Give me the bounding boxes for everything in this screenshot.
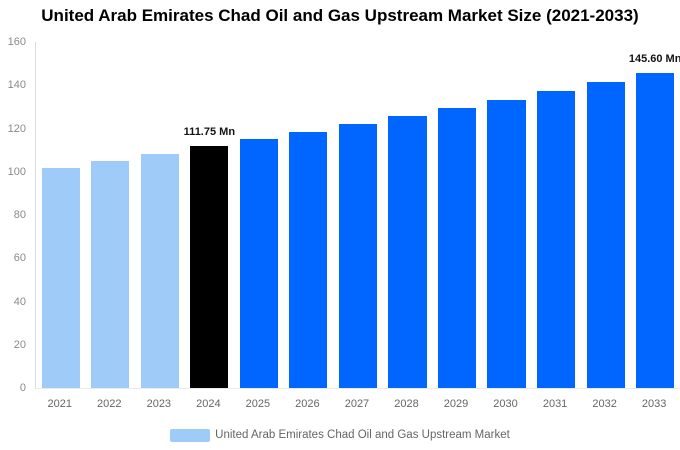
bar-group-2028 [383,42,433,388]
y-tick-120: 120 [7,122,26,135]
x-tick-2033: 2033 [641,398,667,410]
y-tick-140: 140 [7,79,26,92]
bar-2026[interactable] [289,131,328,388]
x-axis: 2021 2022 2023 2024 2025 2026 2027 2028 2029 2030… [35,398,679,414]
x-tick-2027: 2027 [344,398,370,410]
y-tick-0: 0 [19,382,26,394]
bar-2021[interactable] [41,167,80,388]
chart-title: United Arab Emirates Chad Oil and Gas Up… [41,6,639,25]
bar-2033[interactable] [636,73,675,388]
bar-value-label-2033: 145.60 Mn [628,53,680,66]
x-tick-2024: 2024 [196,398,221,410]
bar-group-2023 [135,42,185,388]
bar-group-2031 [531,42,581,388]
y-tick-160: 160 [7,36,26,48]
bar-group-2033: 145.60 Mn [628,42,680,388]
x-tick-2025: 2025 [245,398,271,410]
legend-swatch-icon [170,428,211,442]
bar-2030[interactable] [487,99,526,388]
bar-group-2026 [284,42,334,388]
bar-2031[interactable] [537,90,576,388]
bar-group-2024: 111.75 Mn [183,42,236,388]
bar-2025[interactable] [239,139,278,388]
bar-value-label-2024: 111.75 Mn [183,126,236,139]
x-tick-2022: 2022 [97,398,122,410]
y-tick-100: 100 [7,165,26,178]
x-tick-2032: 2032 [592,398,617,410]
bar-2032[interactable] [586,82,625,388]
bar-2029[interactable] [437,107,477,388]
bar-group-2032 [581,42,631,388]
legend-label: United Arab Emirates Chad Oil and Gas Up… [215,429,510,441]
x-tick-2031: 2031 [542,398,568,410]
bar-group-2029 [432,42,482,388]
x-tick-2023: 2023 [146,398,172,410]
bar-2028[interactable] [388,115,427,388]
y-tick-60: 60 [13,252,26,265]
plot-area: 111.75 Mn 145.60 Mn [35,42,680,389]
bar-group-2021 [36,42,86,388]
y-tick-20: 20 [13,338,26,351]
bar-2023[interactable] [140,154,179,388]
bar-group-2027 [333,42,383,388]
bar-2027[interactable] [338,123,378,388]
legend[interactable]: United Arab Emirates Chad Oil and Gas Up… [0,427,680,443]
bar-2022[interactable] [91,160,130,388]
x-tick-2026: 2026 [295,398,320,410]
bar-group-2030 [482,42,532,388]
x-tick-2021: 2021 [47,398,72,410]
x-tick-2028: 2028 [394,398,419,410]
y-tick-40: 40 [13,295,26,308]
x-tick-2029: 2029 [443,398,469,410]
y-tick-80: 80 [13,209,26,221]
x-tick-2030: 2030 [493,398,518,410]
bar-group-2022 [86,42,136,388]
bar-2024[interactable] [190,146,229,388]
bars-container: 111.75 Mn 145.60 Mn [36,42,680,388]
bar-group-2025 [234,42,284,388]
